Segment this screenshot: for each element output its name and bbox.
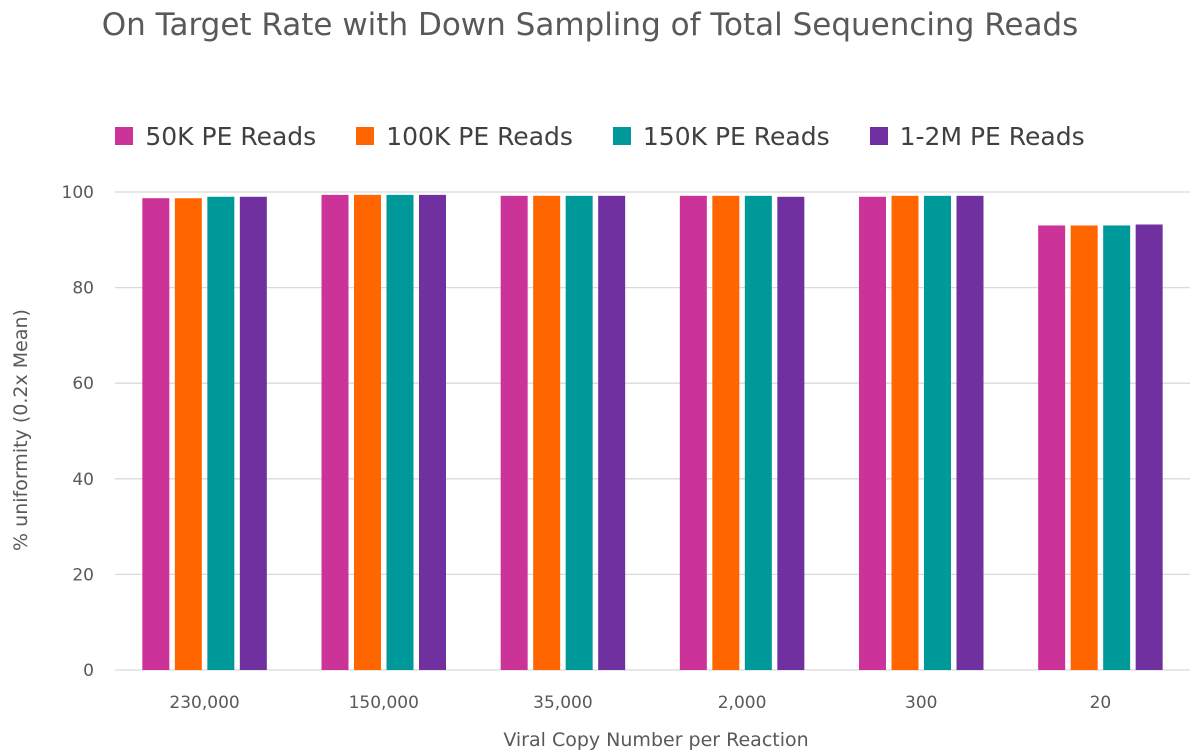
bar [1070, 225, 1098, 670]
bar [679, 195, 707, 670]
bar [239, 196, 267, 670]
gridlines [115, 191, 1190, 671]
bar [354, 194, 381, 671]
bar [321, 194, 349, 671]
y-axis-title: % uniformity (0.2x Mean) [10, 309, 32, 551]
x-axis-ticks: 230,000 150,000 35,000 2,000 300 20 [169, 693, 1111, 713]
bar [142, 198, 170, 671]
bar [1103, 225, 1131, 670]
x-tick-label: 300 [905, 693, 937, 713]
bar [419, 194, 446, 671]
legend-item: 50K PE Reads [115, 122, 316, 151]
y-tick-label: 100 [62, 183, 94, 203]
x-tick-label: 20 [1090, 693, 1112, 713]
bars [142, 194, 1163, 671]
legend-swatch [115, 127, 134, 145]
x-tick-label: 2,000 [718, 693, 767, 713]
bar [386, 194, 414, 671]
legend-swatch [869, 127, 888, 145]
bar [1038, 225, 1066, 670]
bar [174, 198, 202, 671]
y-axis-ticks: 0 20 40 60 80 100 [62, 183, 94, 681]
bar [533, 195, 561, 670]
bar [891, 195, 919, 670]
x-tick-label: 150,000 [349, 693, 419, 713]
legend-swatch [612, 127, 631, 145]
bar [777, 196, 805, 670]
legend: 50K PE Reads 100K PE Reads 150K PE Reads 1-… [0, 116, 1200, 156]
bar [500, 195, 528, 670]
y-tick-label: 60 [72, 374, 94, 394]
legend-label: 50K PE Reads [145, 121, 317, 151]
x-tick-label: 35,000 [533, 693, 592, 713]
bar [859, 196, 886, 670]
chart-title: On Target Rate with Down Sampling of Tot… [101, 7, 1079, 43]
bar [598, 195, 626, 670]
x-tick-label: 230,000 [169, 693, 239, 713]
x-axis-title: Viral Copy Number per Reaction [503, 729, 808, 751]
legend-label: 1-2M PE Reads [899, 121, 1085, 151]
bar [956, 195, 984, 670]
bar [207, 196, 235, 670]
bar [565, 195, 593, 670]
y-tick-label: 80 [72, 279, 94, 299]
bar [924, 195, 951, 670]
y-tick-label: 0 [83, 661, 94, 681]
legend-label: 100K PE Reads [386, 121, 573, 151]
legend-item: 150K PE Reads [612, 121, 830, 151]
legend-item: 100K PE Reads [356, 122, 573, 151]
y-tick-label: 40 [72, 470, 94, 490]
legend-swatch [356, 127, 375, 145]
bar [712, 195, 740, 670]
bar [1135, 224, 1163, 670]
bar [744, 195, 772, 670]
legend-item: 1-2M PE Reads [869, 121, 1085, 151]
y-tick-label: 20 [72, 565, 94, 585]
legend-label: 150K PE Reads [642, 121, 830, 151]
